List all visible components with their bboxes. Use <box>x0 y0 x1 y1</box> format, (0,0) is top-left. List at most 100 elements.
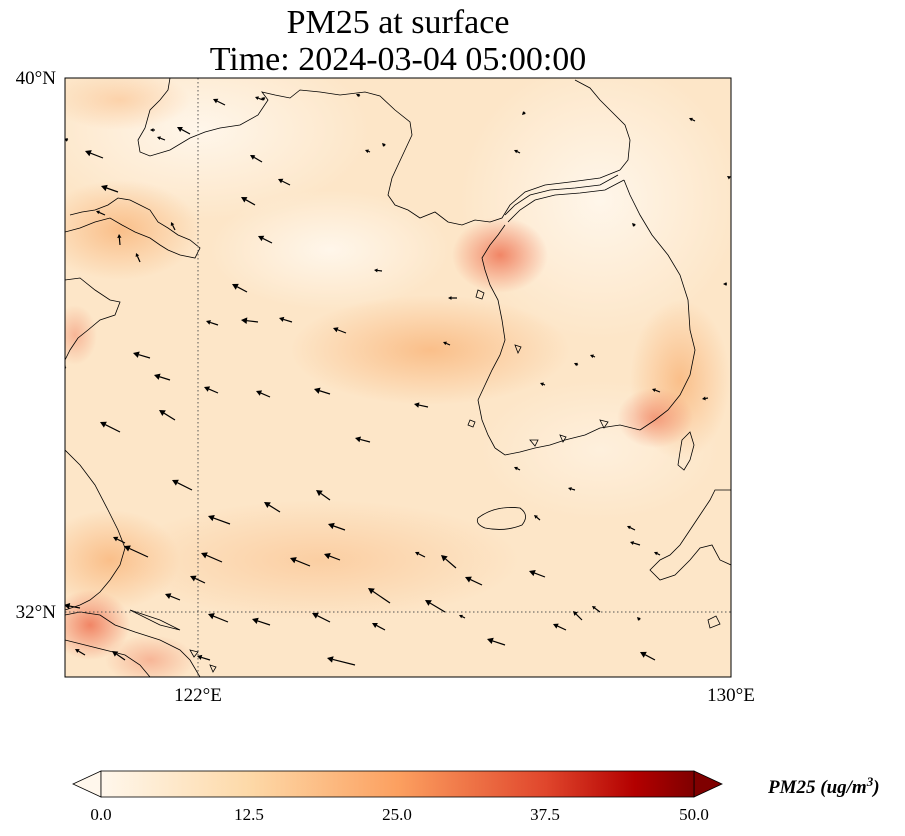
wind-arrow <box>177 126 191 135</box>
lat-tick-32: 32°N <box>16 602 57 623</box>
wind-arrow <box>264 502 281 513</box>
title-line-2: Time: 2024-03-04 05:00:00 <box>210 41 587 78</box>
wind-arrow <box>637 617 641 621</box>
wind-arrow <box>197 654 211 661</box>
wind-arrow <box>356 93 361 98</box>
colorbar: 0.0 12.5 25.0 37.5 50.0 PM25 (ug/m3) <box>72 770 880 824</box>
lon-tick-130: 130°E <box>707 685 755 706</box>
wind-arrow <box>640 651 656 661</box>
colorbar-tick-2: 25.0 <box>382 805 412 824</box>
wind-arrow <box>365 149 371 154</box>
lon-tick-122: 122°E <box>174 685 222 706</box>
wind-arrow <box>514 149 521 154</box>
wind-arrow <box>414 402 429 408</box>
wind-arrow <box>328 522 346 531</box>
wind-arrow <box>590 354 596 359</box>
wind-arrow <box>448 296 457 300</box>
wind-arrow <box>204 386 219 394</box>
wind-arrow <box>278 178 291 186</box>
wind-arrow <box>113 536 126 544</box>
coastlines <box>65 78 731 677</box>
wind-arrow <box>632 223 636 227</box>
wind-arrow <box>96 210 106 216</box>
wind-arrow <box>85 150 104 159</box>
wind-arrow <box>241 317 259 324</box>
wind-arrow <box>627 525 636 531</box>
wind-arrow <box>441 555 457 569</box>
wind-arrow <box>374 268 383 273</box>
wind-arrow <box>133 351 151 359</box>
wind-arrow <box>252 617 271 626</box>
colorbar-gradient <box>100 770 695 798</box>
wind-arrow <box>355 436 371 443</box>
wind-arrow <box>465 576 483 586</box>
wind-arrow <box>382 143 386 147</box>
colorbar-tick-1: 12.5 <box>234 805 264 824</box>
wind-arrow <box>232 283 248 293</box>
wind-arrow <box>261 96 266 101</box>
wind-arrow <box>190 575 206 584</box>
wind-arrow <box>124 545 149 558</box>
wind-arrow <box>702 396 709 401</box>
wind-arrow <box>172 479 193 491</box>
wind-arrow <box>170 222 176 231</box>
wind-arrow <box>208 613 229 623</box>
wind-arrow <box>150 128 155 132</box>
wind-arrow <box>630 541 641 546</box>
lat-tick-40: 40°N <box>16 68 57 89</box>
wind-vectors <box>65 93 731 666</box>
wind-arrow <box>165 593 181 601</box>
wind-arrow <box>333 327 347 334</box>
wind-arrow <box>514 466 521 471</box>
wind-arrow <box>727 176 731 180</box>
wind-arrow <box>279 316 293 323</box>
wind-arrow <box>529 570 546 578</box>
map-frame <box>64 77 732 678</box>
wind-arrow <box>256 390 271 398</box>
wind-arrow <box>255 96 264 101</box>
wind-arrow <box>573 611 583 621</box>
wind-arrow <box>314 387 331 395</box>
wind-arrow <box>100 421 121 433</box>
wind-arrow <box>250 155 263 163</box>
wind-arrow <box>312 612 331 623</box>
wind-arrow <box>425 600 446 613</box>
wind-arrow <box>652 388 661 393</box>
wind-arrow <box>534 515 541 521</box>
wind-arrow <box>75 649 86 656</box>
wind-arrow <box>540 382 546 387</box>
colorbar-tick-3: 37.5 <box>530 805 560 824</box>
title-line-1: PM25 at surface <box>287 4 510 41</box>
wind-arrow <box>206 320 219 326</box>
wind-arrow <box>101 184 119 193</box>
wind-arrow <box>316 490 331 501</box>
wind-arrow <box>592 606 601 613</box>
wind-arrow <box>415 551 426 558</box>
wind-arrow <box>654 551 661 556</box>
wind-arrow <box>574 362 579 367</box>
colorbar-label: PM25 (ug/m3) <box>767 774 880 798</box>
wind-arrow <box>154 373 171 381</box>
wind-arrow <box>723 282 727 286</box>
wind-arrow <box>213 98 226 106</box>
wind-arrow <box>443 341 451 346</box>
colorbar-high-extend <box>693 770 723 798</box>
wind-arrow <box>487 637 506 646</box>
wind-arrow <box>459 614 466 619</box>
wind-arrow <box>290 557 311 567</box>
pm25-field <box>65 78 731 677</box>
wind-arrow <box>689 117 696 122</box>
wind-arrow <box>159 410 176 421</box>
wind-arrow <box>208 514 231 525</box>
gridlines <box>65 78 731 677</box>
wind-arrow <box>117 234 122 246</box>
colorbar-low-extend <box>72 770 102 798</box>
wind-arrow <box>65 602 81 610</box>
wind-arrow <box>241 197 256 206</box>
wind-arrow <box>327 656 356 666</box>
wind-arrow <box>135 253 141 263</box>
wind-arrow <box>157 136 166 141</box>
wind-arrow <box>553 623 567 631</box>
wind-arrow <box>201 552 223 563</box>
